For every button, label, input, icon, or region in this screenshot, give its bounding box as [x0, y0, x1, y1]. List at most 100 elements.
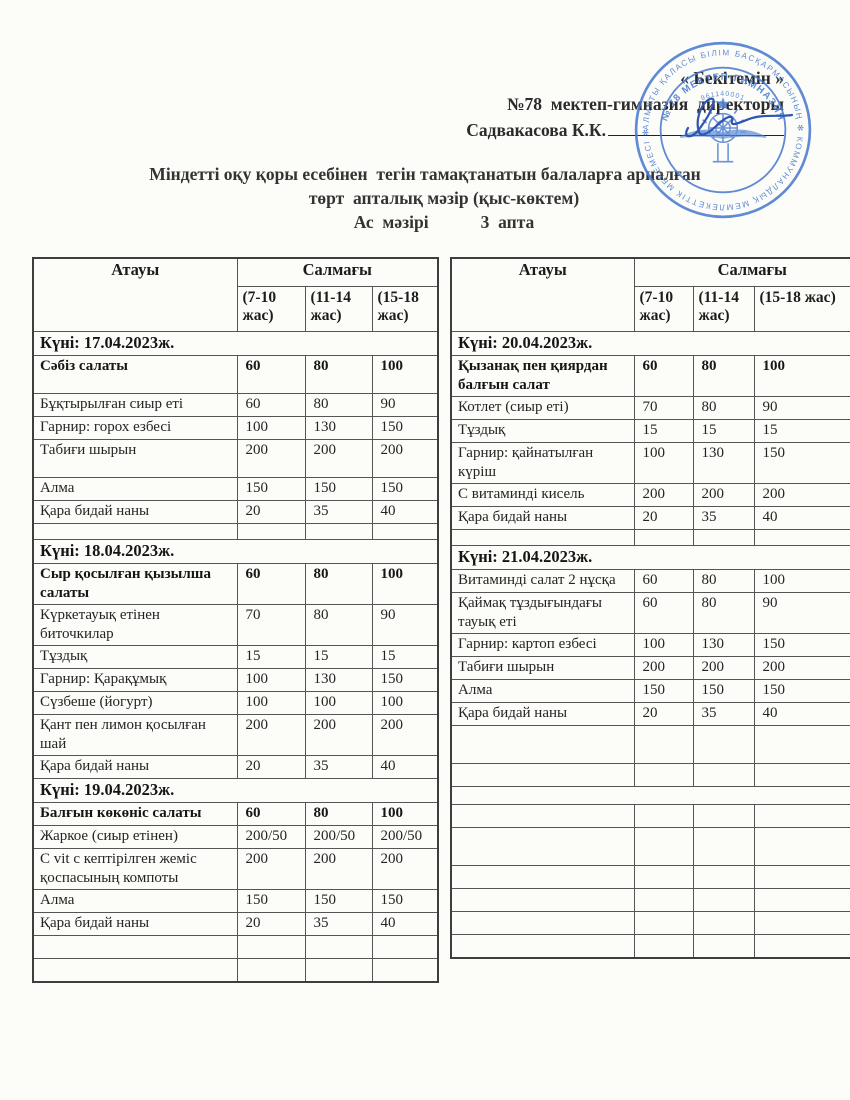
weight-value: 200 — [633, 483, 694, 507]
weight-value: 200 — [236, 714, 306, 756]
weight-value: 90 — [753, 592, 850, 634]
weight-value — [633, 529, 694, 546]
dish-name: Балғын көкөніс салаты — [32, 802, 238, 826]
weight-value — [753, 865, 850, 889]
empty-row — [450, 804, 850, 828]
weight-value — [304, 523, 373, 540]
weight-value: 200/50 — [236, 825, 306, 849]
dish-name: Қызанақ пен қиярдан балғын салат — [450, 355, 635, 397]
column-header-age-11-14: (11-14 жас) — [692, 286, 755, 332]
date-row: Күні: 19.04.2023ж. — [32, 778, 439, 803]
weight-value: 60 — [633, 355, 694, 397]
weight-value — [753, 911, 850, 935]
weight-value: 100 — [371, 802, 439, 826]
weight-value — [633, 934, 694, 959]
weight-value: 100 — [753, 355, 850, 397]
dish-name: Қара бидай наны — [32, 912, 238, 936]
empty-row — [450, 725, 850, 764]
weight-value: 80 — [692, 569, 755, 593]
weight-value — [692, 865, 755, 889]
weight-value — [692, 763, 755, 787]
menu-row: С vit с кептірілген жеміс қоспасының ком… — [32, 848, 439, 890]
weight-value: 90 — [753, 396, 850, 420]
weight-value: 100 — [633, 442, 694, 484]
menu-row: Қара бидай наны 20 35 40 — [32, 912, 439, 936]
weight-value: 100 — [371, 355, 439, 394]
dish-name: Қант пен лимон қосылған шай — [32, 714, 238, 756]
weight-value — [692, 827, 755, 866]
weight-value — [236, 958, 306, 983]
director-name: Садвакасова К.К. — [466, 120, 606, 140]
menu-row: Күркетауық етінен биточкилар 70 80 90 — [32, 604, 439, 646]
weight-value: 90 — [371, 393, 439, 417]
approval-text: « Бекітемін » — [680, 68, 784, 88]
weight-value: 80 — [692, 396, 755, 420]
weight-value: 80 — [304, 802, 373, 826]
date-row: Күні: 17.04.2023ж. — [32, 331, 439, 356]
weight-value: 150 — [371, 668, 439, 692]
date-cell: Күні: 17.04.2023ж. — [32, 331, 439, 356]
dish-name: Қаймақ тұздығындағы тауық еті — [450, 592, 635, 634]
menu-row: Қара бидай наны 20 35 40 — [450, 702, 850, 726]
weight-value: 60 — [236, 355, 306, 394]
weight-value: 100 — [236, 668, 306, 692]
menu-row: Табиғи шырын 200 200 200 — [450, 656, 850, 680]
menu-row: Гарнир: горох езбесі 100 130 150 — [32, 416, 439, 440]
column-header-age-15-18: (15-18 жас) — [753, 286, 850, 332]
weight-value: 35 — [692, 702, 755, 726]
column-header-name: Атауы — [32, 257, 238, 332]
dish-name: Сыр қосылған қызылша салаты — [32, 563, 238, 605]
weight-value — [371, 935, 439, 959]
weight-value: 100 — [236, 691, 306, 715]
weight-value — [633, 911, 694, 935]
dish-name — [450, 934, 635, 959]
column-header-name: Атауы — [450, 257, 635, 332]
official-stamp: АЛМАТЫ ҚАЛАСЫ БІЛІМ БАСҚАРМАСЫНЫҢ ✻ КОММ… — [634, 41, 812, 219]
weight-value: 15 — [692, 419, 755, 443]
menu-row: С витаминді кисель 200 200 200 — [450, 483, 850, 507]
menu-row: Гарнир: Қарақұмық 100 130 150 — [32, 668, 439, 692]
dish-name — [32, 935, 238, 959]
dish-name: С витаминді кисель — [450, 483, 635, 507]
dish-name: Тұздық — [32, 645, 238, 669]
menu-row: Витаминді салат 2 нұсқа 60 80 100 — [450, 569, 850, 593]
menu-row: Алма 150 150 150 — [450, 679, 850, 703]
weight-value: 80 — [692, 592, 755, 634]
weight-value: 200/50 — [371, 825, 439, 849]
weight-value: 200 — [753, 483, 850, 507]
weight-value: 20 — [236, 755, 306, 779]
weight-value: 60 — [633, 592, 694, 634]
dish-name: Табиғи шырын — [450, 656, 635, 680]
weight-value: 150 — [753, 633, 850, 657]
empty-row — [450, 865, 850, 889]
weight-value: 40 — [371, 500, 439, 524]
signature-stroke — [685, 97, 794, 138]
dish-name: Витаминді салат 2 нұсқа — [450, 569, 635, 593]
column-header-age-15-18: (15-18 жас) — [371, 286, 439, 332]
weight-value: 80 — [304, 393, 373, 417]
dish-name: Қара бидай наны — [32, 500, 238, 524]
column-header-age-11-14: (11-14 жас) — [304, 286, 373, 332]
dish-name: С vit с кептірілген жеміс қоспасының ком… — [32, 848, 238, 890]
empty-row — [450, 529, 850, 546]
weight-value: 15 — [371, 645, 439, 669]
weight-value: 40 — [371, 912, 439, 936]
weight-value: 35 — [304, 912, 373, 936]
weight-value — [753, 827, 850, 866]
weight-value: 35 — [304, 755, 373, 779]
date-row: Күні: 18.04.2023ж. — [32, 539, 439, 564]
director-line: №78 мектеп-гимназия директоры — [506, 94, 784, 114]
dish-name: Жаркое (сиыр етінен) — [32, 825, 238, 849]
weight-value: 200 — [371, 848, 439, 890]
weight-value — [633, 725, 694, 764]
weight-value: 40 — [371, 755, 439, 779]
weight-value: 35 — [692, 506, 755, 530]
dish-name: Табиғи шырын — [32, 439, 238, 478]
weight-value — [753, 529, 850, 546]
weight-value — [692, 725, 755, 764]
document-title: Міндетті оқу қоры есебінен тегін тамақта… — [0, 162, 850, 234]
weight-value — [304, 935, 373, 959]
dish-name: Сүзбеше (йогурт) — [32, 691, 238, 715]
weight-value: 150 — [371, 477, 439, 501]
weight-value: 130 — [304, 416, 373, 440]
